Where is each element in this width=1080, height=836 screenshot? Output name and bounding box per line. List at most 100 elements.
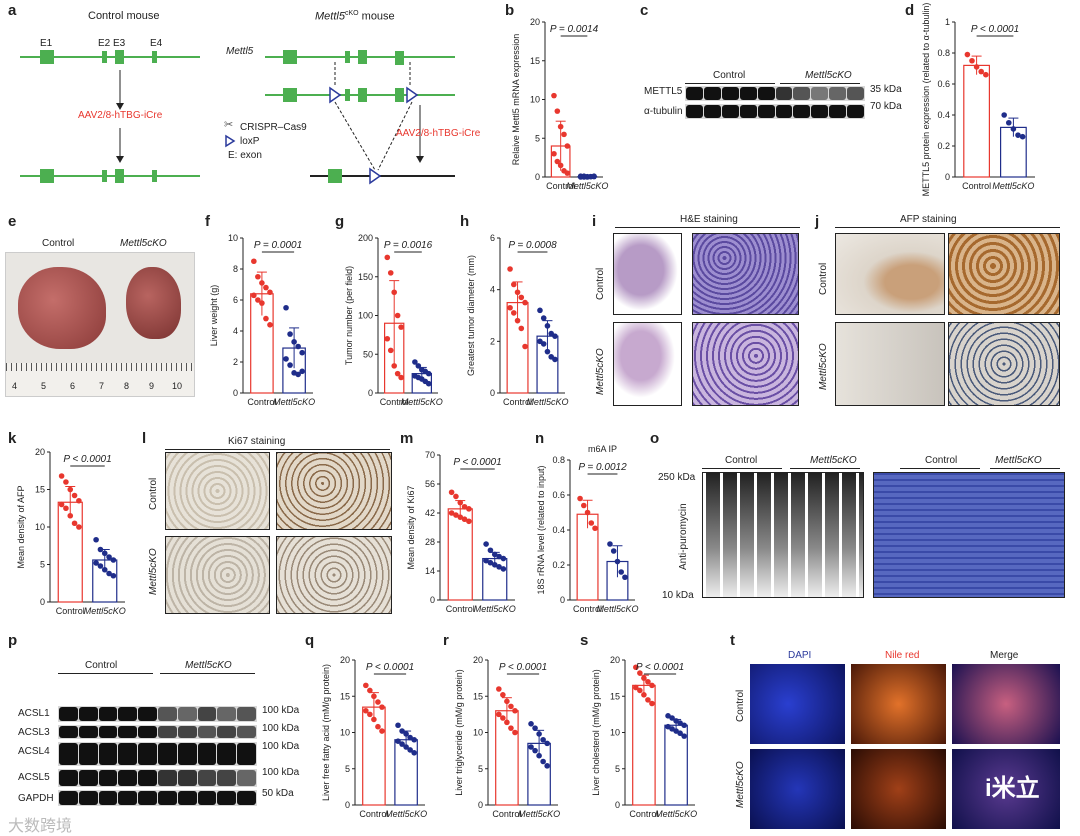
chart-q-ticklabel-1: 5 [345,764,350,774]
j-row-cko: Mettl5cKO [818,343,829,390]
chart-s-point-1-3 [677,720,683,726]
chart-r-point-0-2 [504,699,510,705]
chart-s-point-0-7 [641,692,647,698]
chart-b-ticklabel-3: 15 [530,56,540,66]
chart-r-point-0-7 [504,720,510,726]
chart-m-point-0-3 [462,504,468,510]
chart-b-point-0-1 [555,108,561,114]
l-ki67-cko-low [165,536,270,614]
chart-q-xlabel-0: Control [359,809,388,819]
p-blot-acsl4 [58,742,257,766]
chart-s-point-0-2 [641,675,647,681]
chart-d-point-0-0 [965,52,971,58]
j-afp-cko-high [948,322,1060,406]
chart-n-ticklabel-3: 0.6 [552,490,565,500]
gene-diagram: ✂ [0,0,500,200]
chart-f-xlabel-1: Mettl5cKO [273,397,315,407]
chart-s-ticklabel-4: 20 [610,655,620,665]
chart-m-point-0-1 [453,494,459,500]
ruler-9: 9 [149,381,154,391]
ruler-10: 10 [172,381,182,391]
chart-b-point-1-9 [591,173,597,179]
j-afp-control-high [948,233,1060,315]
l-ki67-control-high [276,452,392,530]
c-protein-tubulin: α-tubulin [644,106,683,117]
a-vector-cko: AAV2/8-hTBG-iCre [396,128,480,139]
l-row-control: Control [148,478,159,510]
chart-h-point-0-9 [522,344,528,350]
chart-g-pvalue: P = 0.0016 [384,240,433,251]
chart-q-point-0-7 [371,717,377,723]
chart-q-point-1-6 [399,741,405,747]
chart-m-ticklabel-5: 70 [425,450,435,460]
o-ylabel: Anti-puromycin [678,503,689,570]
chart-n-point-1-2 [615,559,621,565]
chart-d-point-1-1 [1006,120,1012,126]
chart-k-point-0-4 [76,498,82,504]
panel-label-k: k [8,430,16,447]
a-vector-control: AAV2/8-hTBG-iCre [78,110,162,121]
p-blot-gapdh [58,790,257,806]
c-size-35: 35 kDa [870,84,902,95]
chart-s-point-0-6 [637,688,643,694]
chart-h-point-1-0 [537,308,543,314]
chart-m-point-1-6 [488,560,494,566]
chart-s-point-0-8 [645,697,651,703]
chart-h-point-0-3 [518,295,524,301]
chart-s-xlabel-0: Control [629,809,658,819]
chart-b-xlabel-0: Control [546,181,575,191]
chart-f-point-1-9 [299,369,305,375]
chart-h-point-1-6 [541,341,547,347]
chart-g-point-1-5 [412,373,418,379]
chart-f-ticklabel-1: 2 [233,357,238,367]
loxp-legend-icon [226,136,234,146]
chart-q-point-1-5 [395,738,401,744]
chart-n-xlabel-1: Mettl5cKO [596,604,638,614]
chart-n-point-1-1 [611,548,617,554]
chart-s-point-1-2 [673,718,679,724]
p-blot-acsl5 [58,769,257,787]
chart-g-ylabel: Tumor number (per field) [344,266,354,365]
chart-m-point-1-1 [488,547,494,553]
chart-s-point-1-1 [669,715,675,721]
chart-m-point-0-6 [453,512,459,518]
chart-r-point-0-4 [512,708,518,714]
chart-m-point-1-8 [496,564,502,570]
chart-m-ticklabel-0: 0 [430,595,435,605]
chart-b-point-1-2 [585,174,591,180]
c-group-cko: Mettl5cKO [805,70,852,81]
panel-label-h: h [460,213,469,230]
chart-h-ticklabel-0: 0 [490,388,495,398]
t-col-dapi: DAPI [788,650,811,661]
a-legend-loxp: loxP [240,136,259,147]
panel-label-n: n [535,430,544,447]
chart-m-point-1-5 [483,558,489,564]
chart-m-ticklabel-1: 14 [425,566,435,576]
chart-q-ticklabel-0: 0 [345,800,350,810]
chart-r-point-1-3 [540,737,546,743]
chart-s-point-1-4 [681,722,687,728]
chart-n-ticklabel-1: 0.2 [552,560,565,570]
chart-h-point-0-5 [507,305,513,311]
chart-k-point-0-6 [63,505,69,511]
chart-h-bar-1 [537,336,558,393]
o-size-250: 250 kDa [658,472,695,483]
chart-h-point-1-4 [552,333,558,339]
p-protein-gapdh: GAPDH [18,793,54,804]
chart-r-bar-0 [496,711,518,805]
chart-q-point-0-4 [379,704,385,710]
chart-f-point-1-2 [291,339,297,345]
l-ki67-cko-high [276,536,392,614]
chart-q-point-1-9 [411,750,417,756]
chart-q-bar-1 [395,740,417,805]
c-group-control: Control [713,70,745,81]
chart-n-pvalue: P = 0.0012 [578,462,627,473]
j-afp-cko-low [835,322,945,406]
chart-h-point-1-2 [545,323,551,329]
chart-d-xlabel-0: Control [962,181,991,191]
chart-d-ticklabel-0: 0 [945,172,950,182]
chart-g-point-0-1 [388,270,394,276]
